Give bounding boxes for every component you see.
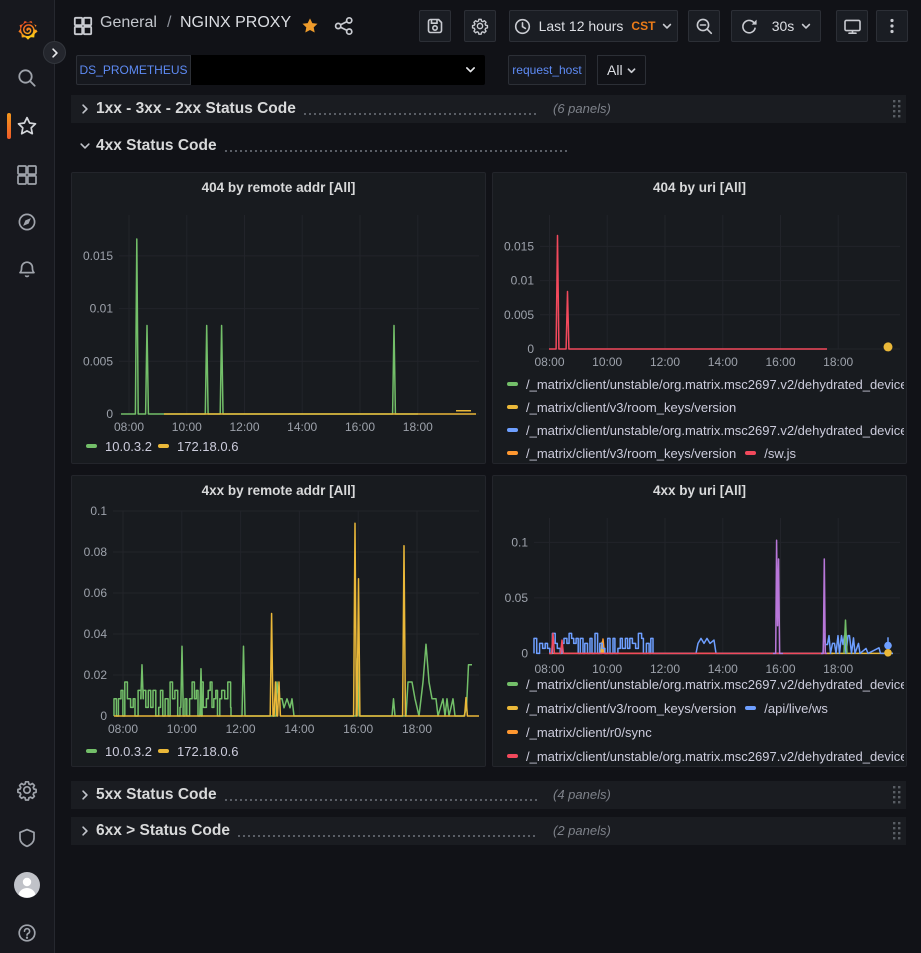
svg-text:0.06: 0.06 [84,586,108,600]
svg-text:0.1: 0.1 [511,535,528,549]
svg-text:0.05: 0.05 [505,591,529,605]
svg-text:10:00: 10:00 [592,662,622,676]
svg-text:0.04: 0.04 [84,627,108,641]
svg-text:12:00: 12:00 [650,662,680,676]
svg-text:0.005: 0.005 [83,354,113,368]
svg-text:18:00: 18:00 [402,722,432,736]
svg-text:16:00: 16:00 [343,722,373,736]
svg-text:0.1: 0.1 [90,504,107,518]
svg-text:18:00: 18:00 [823,662,853,676]
svg-text:10:00: 10:00 [167,722,197,736]
svg-text:08:00: 08:00 [534,662,564,676]
svg-text:10:00: 10:00 [592,355,622,369]
svg-text:0.01: 0.01 [90,302,114,316]
svg-text:0.015: 0.015 [83,249,113,263]
svg-text:08:00: 08:00 [108,722,138,736]
svg-text:16:00: 16:00 [765,662,795,676]
svg-text:0.01: 0.01 [511,274,535,288]
svg-text:14:00: 14:00 [287,420,317,434]
svg-text:0: 0 [106,407,113,421]
svg-text:14:00: 14:00 [284,722,314,736]
svg-text:0.015: 0.015 [504,239,534,253]
svg-text:0: 0 [521,646,528,660]
svg-text:0.02: 0.02 [84,668,108,682]
svg-text:14:00: 14:00 [708,355,738,369]
svg-text:0: 0 [100,709,107,723]
svg-text:10:00: 10:00 [172,420,202,434]
svg-text:0.005: 0.005 [504,308,534,322]
svg-text:0: 0 [527,342,534,356]
svg-text:12:00: 12:00 [229,420,259,434]
svg-text:12:00: 12:00 [226,722,256,736]
svg-text:08:00: 08:00 [114,420,144,434]
svg-text:16:00: 16:00 [345,420,375,434]
svg-text:0.08: 0.08 [84,545,108,559]
svg-text:08:00: 08:00 [534,355,564,369]
svg-text:16:00: 16:00 [765,355,795,369]
svg-text:18:00: 18:00 [403,420,433,434]
svg-text:14:00: 14:00 [708,662,738,676]
svg-text:12:00: 12:00 [650,355,680,369]
svg-text:18:00: 18:00 [823,355,853,369]
